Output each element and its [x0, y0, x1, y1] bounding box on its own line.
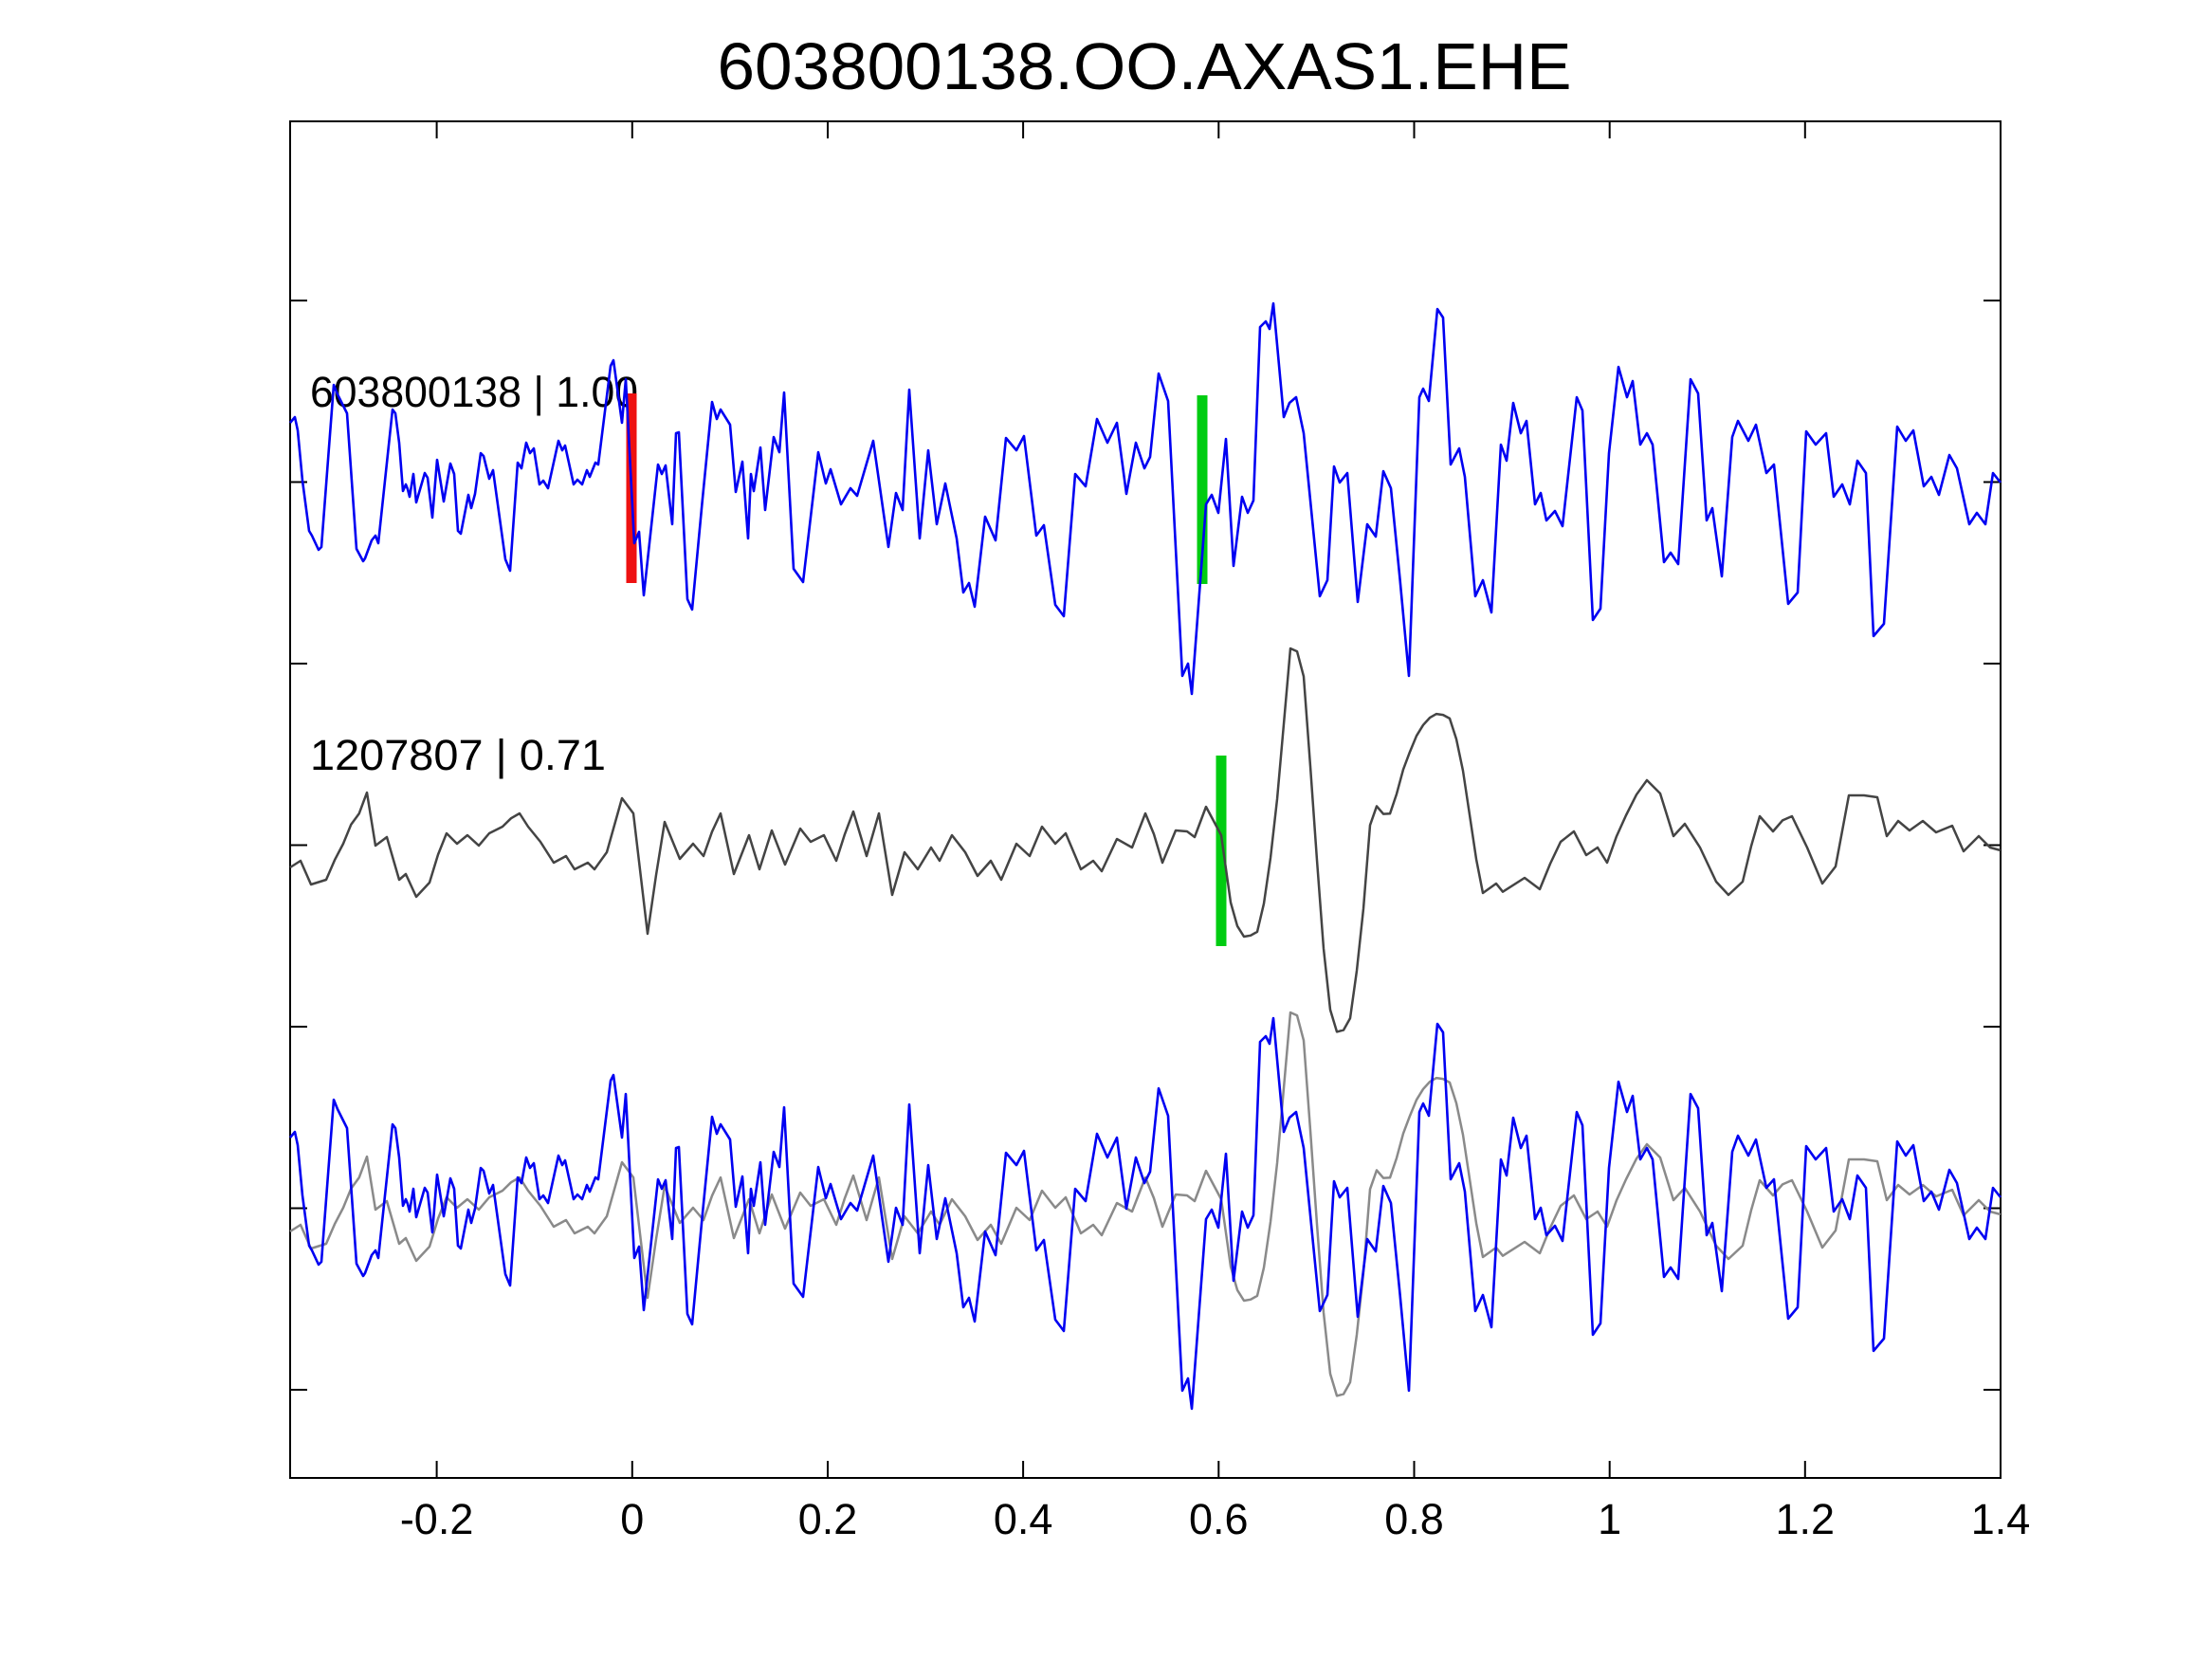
svg-text:603800138.OO.AXAS1.EHE: 603800138.OO.AXAS1.EHE — [718, 29, 1572, 103]
svg-text:0.6: 0.6 — [1189, 1495, 1249, 1543]
svg-text:1.2: 1.2 — [1776, 1495, 1836, 1543]
svg-text:1.4: 1.4 — [1971, 1495, 2031, 1543]
svg-text:0.8: 0.8 — [1384, 1495, 1444, 1543]
svg-text:0.2: 0.2 — [798, 1495, 858, 1543]
svg-text:0: 0 — [620, 1495, 644, 1543]
svg-text:603800138 | 1.00: 603800138 | 1.00 — [310, 368, 638, 416]
svg-text:1207807 | 0.71: 1207807 | 0.71 — [310, 731, 606, 779]
svg-text:1: 1 — [1598, 1495, 1621, 1543]
svg-text:-0.2: -0.2 — [400, 1495, 474, 1543]
svg-text:0.4: 0.4 — [994, 1495, 1053, 1543]
